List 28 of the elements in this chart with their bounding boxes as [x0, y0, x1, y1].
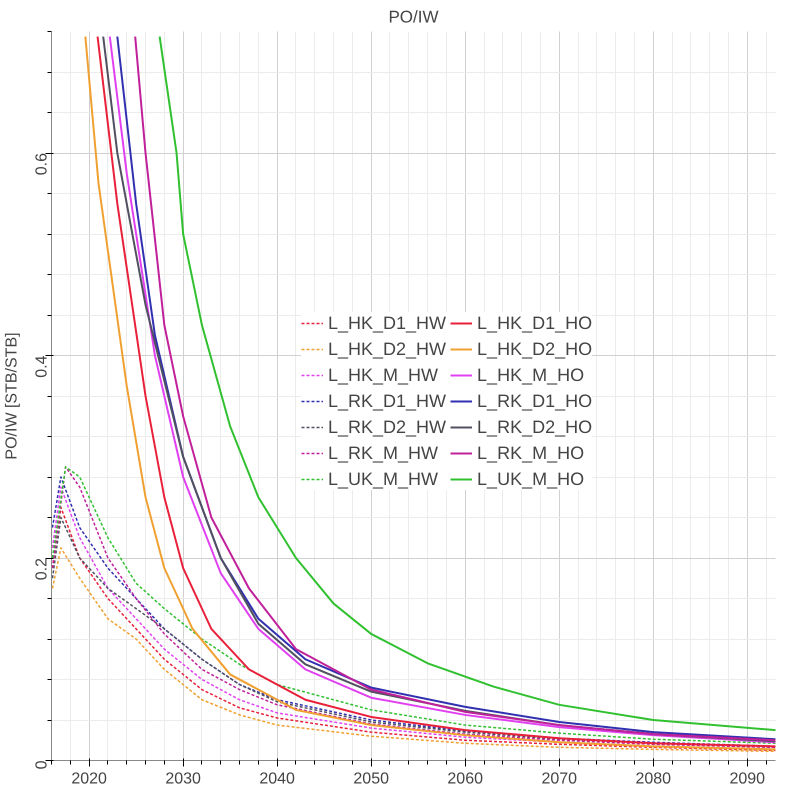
y-axis-title: PO/IW [STB/STB] [4, 332, 20, 460]
y-tick-label: 0.6 [34, 152, 50, 176]
x-tick-label: 2050 [353, 770, 390, 786]
legend-label: L_RK_M_HW [328, 442, 438, 464]
y-tick-label: 0.2 [34, 558, 50, 580]
chart-title: PO/IW [388, 8, 439, 26]
x-tick-label: 2040 [259, 770, 296, 786]
x-tick-label: 2030 [165, 770, 202, 786]
legend-label: L_HK_D1_HW [328, 312, 446, 334]
legend-label: L_HK_D1_HO [477, 312, 592, 334]
legend-label: L_RK_M_HO [477, 442, 584, 464]
legend-label: L_HK_M_HW [328, 364, 438, 386]
legend-label: L_RK_D1_HO [477, 390, 592, 412]
x-tick-label: 2080 [635, 770, 672, 786]
legend-label: L_HK_D2_HW [328, 338, 446, 360]
x-tick-label: 2070 [541, 770, 578, 786]
legend-label: L_HK_D2_HO [477, 338, 592, 360]
x-tick-label: 2020 [71, 770, 108, 786]
legend-label: L_HK_M_HO [477, 364, 584, 386]
legend-label: L_UK_M_HW [328, 468, 438, 490]
y-tick-label: 0.4 [34, 355, 50, 378]
legend-label: L_RK_D1_HW [328, 390, 446, 412]
x-tick-label: 2060 [447, 770, 484, 786]
x-tick-label: 2090 [729, 770, 766, 786]
legend-label: L_UK_M_HO [477, 468, 584, 490]
legend-label: L_RK_D2_HO [477, 416, 592, 438]
y-tick-label: 0 [34, 760, 50, 770]
legend-label: L_RK_D2_HW [328, 416, 446, 438]
